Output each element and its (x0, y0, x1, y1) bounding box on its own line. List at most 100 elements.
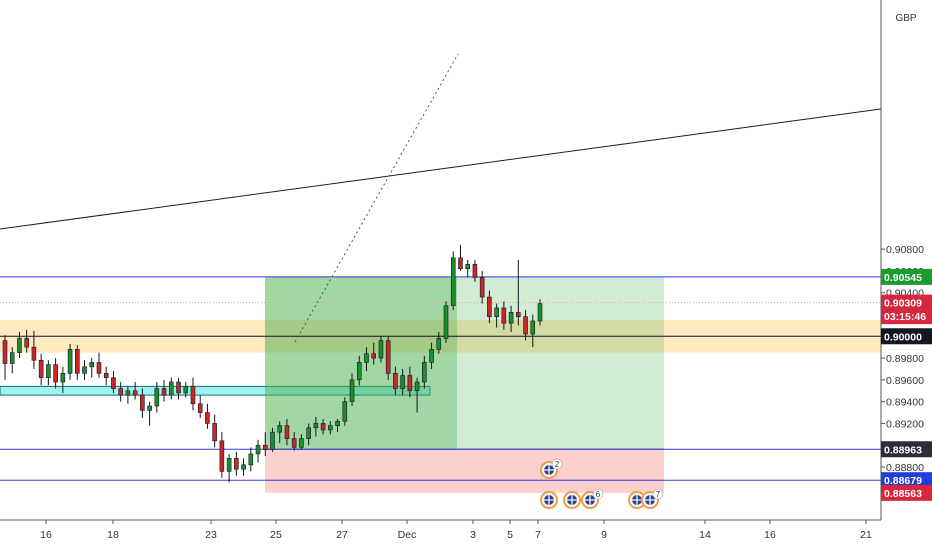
candle-body (132, 390, 138, 396)
candle[interactable] (414, 377, 420, 413)
candle-body (328, 425, 333, 431)
candle[interactable] (60, 366, 66, 393)
candle[interactable] (508, 305, 514, 332)
candle[interactable] (226, 453, 232, 483)
event-count-label: 6 (596, 490, 601, 499)
candle-body (82, 366, 87, 374)
candle[interactable] (342, 397, 348, 426)
economic-event-icon[interactable]: 6 (581, 488, 604, 509)
candle[interactable] (46, 360, 51, 386)
candle[interactable] (75, 344, 80, 380)
candle[interactable] (262, 432, 268, 457)
position-stop-zone[interactable] (265, 449, 664, 493)
candle[interactable] (53, 358, 58, 389)
candle[interactable] (140, 388, 145, 418)
candle[interactable] (255, 439, 261, 463)
candle[interactable] (393, 366, 398, 396)
candle[interactable] (31, 330, 37, 369)
candle[interactable] (111, 371, 116, 393)
candle-body (111, 377, 116, 389)
candle[interactable] (17, 331, 22, 359)
candle-body (38, 359, 44, 378)
candle[interactable] (270, 427, 275, 452)
candle[interactable] (248, 447, 254, 472)
candle[interactable] (335, 419, 340, 433)
candle-body (385, 340, 391, 374)
candle[interactable] (501, 301, 507, 330)
candle[interactable] (24, 329, 29, 353)
support-zone[interactable] (0, 386, 430, 396)
candle[interactable] (356, 355, 362, 386)
candle[interactable] (234, 451, 239, 476)
candle-body (472, 264, 478, 278)
candle[interactable] (407, 366, 413, 398)
candle[interactable] (176, 377, 181, 400)
candle[interactable] (183, 382, 189, 398)
candle[interactable] (523, 310, 528, 341)
candle[interactable] (306, 423, 311, 446)
candle[interactable] (118, 382, 123, 402)
candle[interactable] (284, 419, 290, 446)
candle[interactable] (378, 336, 384, 363)
candle[interactable] (291, 432, 297, 451)
candle[interactable] (465, 260, 470, 278)
position-profit-zone[interactable] (265, 276, 664, 450)
candle[interactable] (494, 303, 499, 328)
candle[interactable] (299, 434, 304, 450)
candle-body (103, 373, 109, 378)
candle[interactable] (125, 386, 131, 404)
candle[interactable] (400, 368, 405, 396)
candle[interactable] (96, 352, 102, 378)
candle-body (306, 427, 311, 439)
candle[interactable] (530, 314, 536, 348)
candle[interactable] (429, 342, 434, 369)
candle[interactable] (2, 335, 8, 380)
economic-event-icon[interactable] (563, 491, 581, 509)
candle[interactable] (161, 379, 167, 402)
candle[interactable] (241, 458, 246, 476)
candle[interactable] (132, 382, 138, 400)
candle[interactable] (190, 377, 196, 411)
candle[interactable] (168, 377, 174, 400)
candle[interactable] (147, 401, 152, 426)
candle[interactable] (219, 432, 225, 478)
candle[interactable] (197, 395, 203, 418)
economic-event-icon[interactable]: 7 (641, 488, 664, 509)
position-tool[interactable] (265, 276, 664, 493)
candle[interactable] (385, 336, 391, 380)
candle[interactable] (458, 244, 463, 271)
candle[interactable] (371, 342, 377, 365)
candle[interactable] (277, 421, 283, 444)
candle[interactable] (205, 403, 210, 429)
trend-line[interactable] (0, 101, 932, 230)
economic-event-icon[interactable] (540, 491, 558, 509)
time-axis[interactable]: 16 18 23 25 27 Dec 3 5 7 9 14 16 21 (0, 519, 932, 550)
candle[interactable] (67, 343, 73, 380)
candle[interactable] (82, 360, 87, 380)
candle[interactable] (103, 366, 109, 386)
candle[interactable] (154, 382, 160, 413)
candle[interactable] (320, 419, 326, 435)
event-badges-layer[interactable]: 2 6 7 (540, 458, 664, 509)
candle[interactable] (422, 355, 427, 389)
candle[interactable] (9, 347, 15, 374)
candle[interactable] (537, 299, 543, 326)
price-axis[interactable]: 0.908000.906000.904000.902000.900000.898… (880, 0, 932, 520)
candle[interactable] (349, 373, 355, 406)
event-count-badge: 7 (652, 488, 664, 500)
economic-event-icon[interactable]: 2 (540, 458, 563, 479)
candle[interactable] (443, 301, 449, 343)
candle[interactable] (364, 347, 369, 372)
candle[interactable] (487, 290, 492, 324)
candle[interactable] (313, 416, 319, 437)
candle[interactable] (450, 251, 456, 311)
candle[interactable] (472, 260, 478, 282)
candle[interactable] (516, 260, 521, 326)
candle[interactable] (479, 270, 485, 304)
candle[interactable] (328, 421, 333, 435)
candle[interactable] (38, 353, 44, 386)
candle[interactable] (212, 414, 217, 448)
candle[interactable] (89, 358, 95, 378)
candle[interactable] (436, 331, 442, 354)
